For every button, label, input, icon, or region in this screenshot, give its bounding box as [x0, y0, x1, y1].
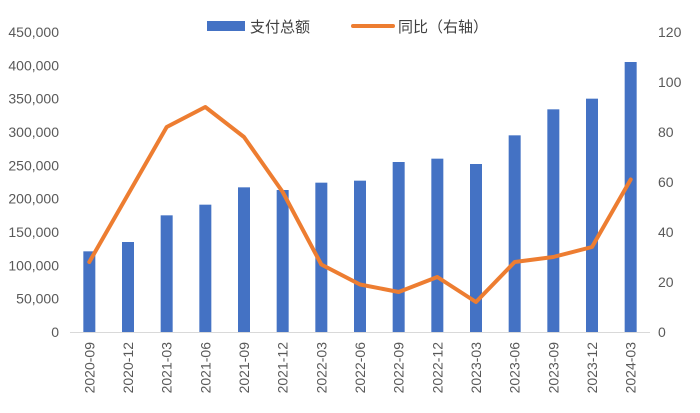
bar-2023-09 — [547, 109, 560, 332]
right-tick-label: 60 — [658, 174, 674, 190]
left-tick-label: 350,000 — [8, 91, 59, 107]
bar-2021-03 — [160, 215, 173, 332]
x-axis-labels: 2020-09 2020-12 2021-03 2021-06 2021-09 2021-… — [81, 342, 638, 394]
left-tick-label: 400,000 — [8, 57, 59, 73]
x-tick-label: 2024-03 — [623, 342, 639, 394]
chart-legend: 支付总额 同比（右轴） — [207, 18, 488, 36]
right-tick-label: 20 — [658, 274, 674, 290]
x-tick-label: 2021-03 — [159, 342, 175, 394]
bar-2022-09 — [392, 162, 405, 332]
bar-2022-03 — [315, 182, 328, 332]
x-tick-label: 2023-12 — [584, 342, 600, 394]
x-tick-label: 2022-09 — [391, 342, 407, 394]
x-tick-label: 2023-06 — [507, 342, 523, 394]
legend-label-line: 同比（右轴） — [398, 18, 488, 36]
bar-2020-12 — [122, 242, 134, 332]
right-tick-label: 0 — [658, 324, 666, 340]
left-tick-label: 450,000 — [8, 24, 59, 40]
bar-2022-06 — [354, 180, 366, 332]
left-tick-label: 150,000 — [8, 224, 59, 240]
x-tick-label: 2022-06 — [352, 342, 368, 394]
bar-2022-12 — [431, 158, 444, 332]
bar-2023-12 — [586, 98, 598, 333]
x-tick-label: 2020-12 — [120, 342, 136, 394]
left-tick-label: 100,000 — [8, 257, 59, 273]
x-tick-label: 2022-03 — [313, 342, 329, 394]
x-tick-label: 2022-12 — [429, 342, 445, 394]
right-tick-label: 120 — [658, 24, 682, 40]
left-axis: 0 50,000 100,000 150,000 200,000 250,000 300,0… — [8, 24, 59, 340]
bar-2021-09 — [238, 187, 250, 332]
bar-2020-09 — [83, 251, 96, 332]
right-tick-label: 80 — [658, 124, 674, 140]
x-tick-label: 2021-12 — [275, 342, 291, 394]
left-tick-label: 0 — [51, 324, 59, 340]
bar-2024-03 — [624, 62, 637, 332]
right-tick-label: 40 — [658, 224, 674, 240]
x-tick-label: 2020-09 — [81, 342, 97, 394]
x-tick-label: 2023-03 — [468, 342, 484, 394]
left-tick-label: 250,000 — [8, 157, 59, 173]
x-tick-label: 2021-09 — [236, 342, 252, 394]
bar-2021-12 — [276, 190, 289, 332]
legend-swatch-bar — [207, 21, 245, 31]
right-tick-label: 100 — [658, 74, 682, 90]
bar-series — [83, 62, 637, 333]
legend-label-bar: 支付总额 — [250, 18, 310, 36]
left-tick-label: 50,000 — [16, 291, 59, 307]
right-axis: 0 20 40 60 80 100 120 — [658, 24, 682, 340]
x-tick-label: 2021-06 — [197, 342, 213, 394]
bar-2023-03 — [470, 164, 482, 332]
bar-2021-06 — [199, 204, 212, 332]
line-series — [87, 105, 633, 304]
bar-2023-06 — [508, 135, 521, 332]
x-tick-label: 2023-09 — [545, 342, 561, 394]
left-tick-label: 200,000 — [8, 191, 59, 207]
left-tick-label: 300,000 — [8, 124, 59, 140]
